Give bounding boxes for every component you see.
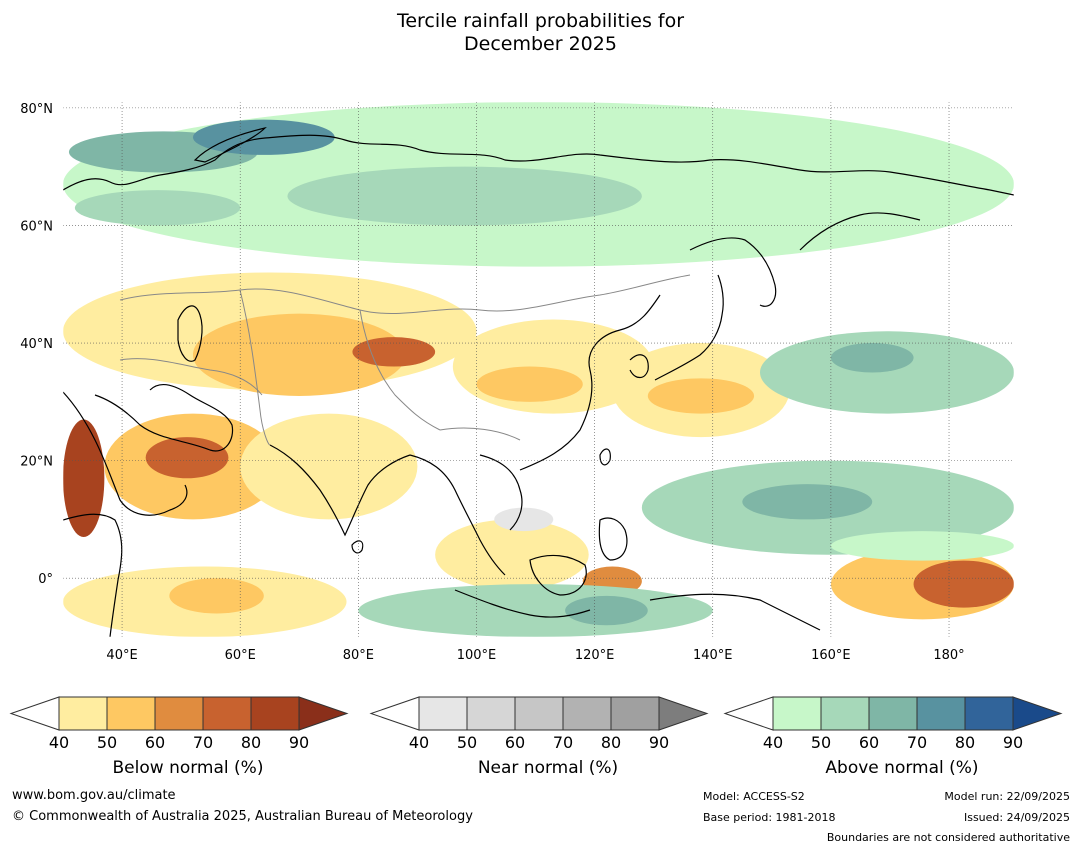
lon-tick-label: 80°E: [343, 648, 374, 663]
colorbar-below-normal: 40 50 60 70 80 90 Below normal (%): [8, 690, 368, 790]
map-frame: [62, 101, 1015, 638]
colorbar-swatch: [610, 696, 660, 731]
colorbar-tick-label: 60: [145, 733, 165, 752]
colorbar-swatch: [154, 696, 204, 731]
colorbar-swatch: [418, 696, 468, 731]
colorbar-tick-label: 50: [811, 733, 831, 752]
lat-tick-label: 60°N: [20, 219, 53, 234]
latitude-labels: 80°N 60°N 40°N 20°N 0°: [20, 102, 53, 587]
colorbar-tick-label: 90: [649, 733, 669, 752]
lon-tick-label: 60°E: [225, 648, 256, 663]
colorbar-above-label: Above normal (%): [825, 758, 979, 778]
colorbar-high-extend: [298, 696, 349, 731]
probability-region-below: [913, 560, 1014, 608]
colorbar-tick-label: 40: [409, 733, 429, 752]
colorbar-swatch: [514, 696, 564, 731]
colorbar-tick-label: 70: [193, 733, 213, 752]
probability-region-below: [476, 366, 583, 402]
gridlines: [63, 102, 1014, 637]
probability-region-above: [742, 484, 873, 520]
probability-region-below: [169, 578, 264, 614]
probability-region-below: [435, 519, 589, 590]
probability-region-above: [358, 584, 713, 637]
lat-tick-label: 80°N: [20, 102, 53, 117]
lat-tick-label: 20°N: [20, 455, 53, 470]
colorbar-tick-label: 60: [505, 733, 525, 752]
colorbar-low-extend: [369, 696, 420, 731]
colorbar-tick-label: 90: [289, 733, 309, 752]
colorbar-tick-label: 80: [241, 733, 261, 752]
base-period: Base period: 1981-2018: [703, 811, 836, 824]
country-borders: [119, 274, 691, 446]
colorbar-swatch: [964, 696, 1014, 731]
issued-date: Issued: 24/09/2025: [963, 811, 1070, 824]
colorbar-tick-label: 70: [553, 733, 573, 752]
colorbar-swatch: [58, 696, 108, 731]
colorbar-tick-label: 40: [763, 733, 783, 752]
probability-region-above: [565, 595, 648, 626]
probability-map: 80°N 60°N 40°N 20°N 0° 40°E 60°E 80°E 100°E 120°…: [20, 101, 1015, 663]
coastlines: [63, 126, 1014, 637]
longitude-labels: 40°E 60°E 80°E 100°E 120°E 140°E 160°E 180°: [106, 648, 964, 663]
colorbar-high-extend: [658, 696, 709, 731]
colorbar-tick-label: 60: [859, 733, 879, 752]
probability-region-below: [352, 337, 436, 367]
colorbar-high-extend: [1012, 696, 1063, 731]
colorbar-tick-label: 80: [601, 733, 621, 752]
probability-region-below: [145, 437, 229, 479]
website-link[interactable]: www.bom.gov.au/climate: [12, 788, 176, 803]
colorbar-swatch: [916, 696, 966, 731]
model-info: Model: ACCESS-S2: [703, 790, 805, 803]
probability-region-above: [760, 331, 1014, 414]
probability-regions: [63, 102, 1014, 637]
title-line-1: Tercile rainfall probabilities for: [396, 10, 685, 32]
colorbar-swatch: [106, 696, 156, 731]
boundary-disclaimer: Boundaries are not considered authoritat…: [826, 831, 1070, 844]
colorbar-tick-label: 90: [1003, 733, 1023, 752]
probability-region-above: [830, 531, 1014, 561]
lon-tick-label: 160°E: [811, 648, 851, 663]
colorbar-tick-label: 50: [457, 733, 477, 752]
lat-tick-label: 0°: [38, 572, 53, 587]
probability-region-above: [192, 119, 335, 155]
probability-region-above: [74, 190, 241, 226]
lon-tick-label: 140°E: [693, 648, 733, 663]
copyright-text: © Commonwealth of Australia 2025, Austra…: [12, 809, 473, 824]
colorbar-low-extend: [9, 696, 60, 731]
probability-region-above: [830, 343, 914, 373]
colorbar-tick-label: 40: [49, 733, 69, 752]
probability-region-below: [647, 378, 755, 414]
colorbar-near-label: Near normal (%): [477, 758, 619, 778]
colorbar-swatch: [772, 696, 822, 731]
colorbar-tick-label: 50: [97, 733, 117, 752]
title-line-2: December 2025: [464, 33, 617, 55]
colorbar-swatch: [202, 696, 252, 731]
colorbar-above-swatches: 40 50 60 70 80 90: [723, 696, 1063, 752]
colorbar-swatch: [868, 696, 918, 731]
colorbar-near-swatches: 40 50 60 70 80 90: [369, 696, 709, 752]
lon-tick-label: 40°E: [106, 648, 137, 663]
probability-region-above: [287, 166, 642, 226]
lon-tick-label: 100°E: [457, 648, 497, 663]
colorbar-near-normal: 40 50 60 70 80 90 Near normal (%): [368, 690, 728, 790]
colorbar-below-swatches: 40 50 60 70 80 90: [9, 696, 349, 752]
colorbar-swatch: [250, 696, 300, 731]
lon-tick-label: 120°E: [575, 648, 615, 663]
colorbar-above-normal: 40 50 60 70 80 90 Above normal (%): [722, 690, 1081, 790]
colorbar-swatch: [466, 696, 516, 731]
colorbar-swatch: [562, 696, 612, 731]
colorbar-below-label: Below normal (%): [112, 758, 264, 778]
colorbar-tick-label: 80: [955, 733, 975, 752]
chart-title: Tercile rainfall probabilities for Decem…: [0, 10, 1081, 56]
probability-region-below: [63, 419, 105, 538]
colorbar-low-extend: [723, 696, 774, 731]
lat-tick-label: 40°N: [20, 337, 53, 352]
colorbar-tick-label: 70: [907, 733, 927, 752]
probability-region-below: [192, 313, 406, 396]
lon-tick-label: 180°: [933, 648, 964, 663]
model-run-date: Model run: 22/09/2025: [944, 790, 1070, 803]
probability-region-near: [494, 507, 554, 532]
colorbar-swatch: [820, 696, 870, 731]
probability-region-below: [240, 413, 418, 520]
